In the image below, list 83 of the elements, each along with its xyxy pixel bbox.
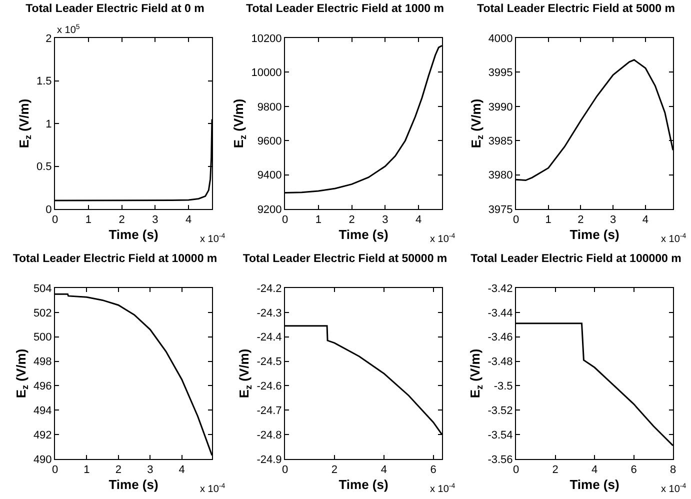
x-tick-label: 2 (115, 464, 122, 476)
y-tick-label: 496 (33, 380, 52, 393)
y-tick-label: 2 (46, 32, 52, 45)
x-tick-label: 1 (315, 214, 322, 226)
y-tick-label: -3.42 (488, 282, 513, 295)
x-tick-label: 2 (118, 214, 125, 226)
chart-title: Total Leader Electric Field at 50000 m (242, 252, 448, 265)
y-tick-label: -24.5 (256, 356, 282, 368)
y-tick-label: -24.2 (256, 282, 282, 295)
y-tick-label: 4000 (488, 32, 513, 45)
y-tick-label: 1.5 (36, 76, 52, 88)
y-tick-label: -3.56 (488, 454, 513, 466)
text: x 10$^{-4}$ (661, 483, 686, 496)
text: x 10$^{-4}$ (661, 233, 686, 246)
y-tick-label: -3.48 (488, 356, 513, 368)
y-tick-label: 9600 (257, 135, 282, 148)
x-tick-label: 2 (578, 214, 584, 226)
y-tick-label: -24.3 (256, 307, 282, 320)
text: x 10$^{-4}$ (430, 233, 456, 246)
x-tick-label: 1 (85, 214, 92, 226)
y-tick-label: -3.46 (488, 332, 513, 344)
chart-title: Total Leader Electric Field at 100000 m (470, 252, 682, 265)
y-tick-label: -24.8 (256, 429, 282, 442)
x-tick-label: 6 (430, 464, 436, 476)
chart-title: Total Leader Electric Field at 5000 m (477, 2, 675, 15)
y-tick-label: -24.4 (256, 332, 282, 344)
y-tick-label: 10000 (251, 67, 282, 80)
y-tick-label: 498 (33, 356, 52, 368)
x-tick-label: 3 (610, 214, 616, 226)
x-tick-label: 4 (416, 214, 422, 226)
x-tick-label: 4 (591, 464, 598, 476)
x-tick-label: 4 (380, 464, 387, 476)
chart-title: Total Leader Electric Field at 1000 m (246, 2, 444, 15)
y-tick-label: 1 (46, 118, 52, 130)
x-tick-label: 2 (552, 464, 558, 476)
text: x 10$^{-4}$ (430, 483, 456, 496)
chart-title: Total Leader Electric Field at 10000 m (12, 252, 218, 265)
y-tick-label: 502 (33, 307, 52, 320)
x-tick-label: 1 (84, 464, 90, 476)
x-tick-label: 2 (331, 464, 338, 476)
x-tick-label: 4 (186, 214, 192, 226)
y-tick-label: -24.7 (256, 404, 282, 417)
x-axis-title: Time (s) (338, 226, 388, 242)
y-tick-label: 3995 (488, 67, 513, 80)
y-tick-label: 9200 (257, 204, 282, 216)
x-tick-label: 4 (642, 214, 649, 226)
x-axis-title: Time (s) (108, 226, 158, 242)
y-tick-label: -3.44 (488, 307, 513, 320)
x-tick-label: 3 (382, 214, 388, 226)
y-tick-label: -24.9 (256, 454, 282, 466)
x-axis-title: Time (s) (108, 476, 158, 492)
chart-title: Total Leader Electric Field at 0 m (26, 2, 204, 15)
x-tick-label: 3 (147, 464, 154, 476)
y-tick-label: -3.5 (494, 380, 513, 393)
y-tick-label: -3.52 (488, 404, 513, 417)
y-tick-label: -3.54 (488, 429, 513, 442)
y-tick-label: 492 (33, 429, 52, 442)
y-tick-label: 9800 (257, 101, 282, 114)
x-tick-label: 2 (348, 214, 355, 226)
y-tick-label: 3985 (488, 135, 513, 148)
y-tick-label: 500 (33, 332, 52, 344)
x-axis-title: Time (s) (570, 226, 620, 242)
y-tick-label: 3975 (488, 204, 513, 216)
x-axis-title: Time (s) (338, 476, 388, 492)
x-tick-label: 1 (545, 214, 552, 226)
x-tick-label: 3 (152, 214, 158, 226)
y-tick-label: 490 (33, 454, 52, 466)
y-tick-label: 3990 (488, 101, 513, 114)
x-tick-label: 4 (178, 464, 185, 476)
y-tick-label: 0 (46, 204, 52, 216)
y-tick-label: 494 (33, 404, 52, 417)
x-tick-label: 8 (670, 464, 676, 476)
y-tick-label: -24.6 (256, 380, 282, 393)
y-tick-label: 10200 (251, 32, 282, 45)
y-tick-label: 9400 (257, 170, 282, 182)
x-tick-label: 6 (630, 464, 637, 476)
text: x 10$^{5}$ (57, 24, 80, 36)
x-axis-title: Time (s) (570, 476, 620, 492)
text: x 10$^{-4}$ (200, 483, 226, 496)
y-tick-label: 504 (33, 282, 52, 295)
y-tick-label: 3980 (488, 170, 513, 182)
text: x 10$^{-4}$ (200, 233, 226, 246)
y-tick-label: 0.5 (36, 161, 52, 174)
